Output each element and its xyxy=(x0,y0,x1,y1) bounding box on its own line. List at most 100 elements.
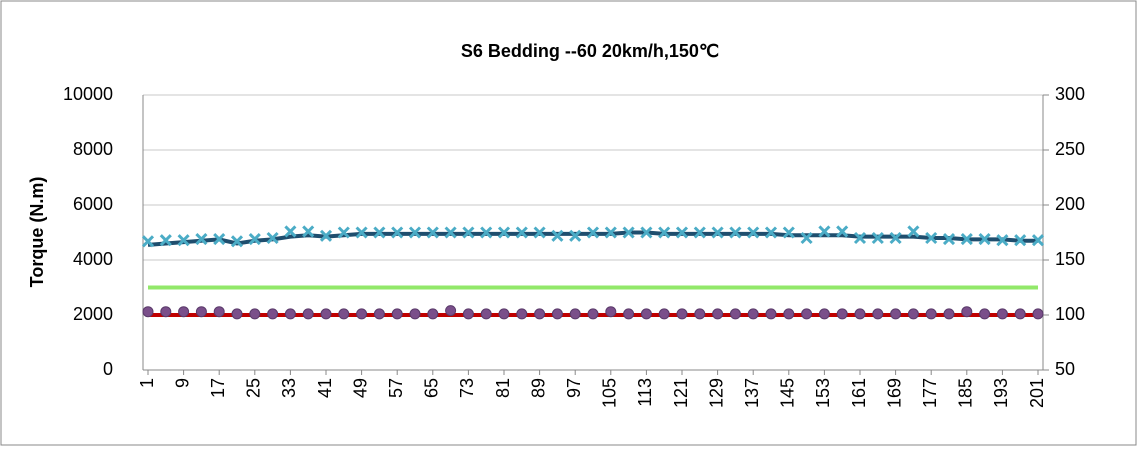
x-tick-label: 97 xyxy=(564,378,584,398)
x-marker xyxy=(711,226,724,239)
x-marker xyxy=(622,226,635,239)
circle-marker xyxy=(231,308,243,320)
circle-marker xyxy=(996,308,1008,320)
x-marker xyxy=(800,231,813,245)
circle-marker xyxy=(516,308,528,320)
x-marker xyxy=(925,231,938,245)
x-marker xyxy=(213,233,226,246)
circle-marker xyxy=(267,308,279,320)
circle-marker xyxy=(694,308,706,320)
circle-marker xyxy=(160,306,172,318)
circle-marker xyxy=(818,308,830,320)
x-marker xyxy=(462,226,475,239)
x-marker xyxy=(408,226,422,239)
circle-marker xyxy=(284,308,296,320)
x-marker xyxy=(604,226,617,239)
circle-marker xyxy=(551,308,563,320)
x-tick-label: 1 xyxy=(137,378,157,388)
circle-marker xyxy=(569,308,581,320)
x-marker xyxy=(444,226,457,239)
y-tick-label: 0 xyxy=(103,359,113,379)
x-marker xyxy=(230,235,244,248)
x-tick-label: 113 xyxy=(635,378,655,407)
circle-marker xyxy=(195,306,207,318)
circle-marker xyxy=(534,308,546,320)
x-marker xyxy=(960,233,973,246)
circle-marker xyxy=(872,308,884,320)
circle-marker xyxy=(462,308,474,320)
circle-marker xyxy=(676,308,688,320)
x-tick-label: 201 xyxy=(1027,378,1047,408)
circle-marker xyxy=(1014,308,1026,320)
circle-marker xyxy=(213,306,225,318)
circle-marker xyxy=(427,308,439,320)
x-tick-label: 9 xyxy=(172,378,192,388)
x-marker xyxy=(426,226,439,239)
chart-title: S6 Bedding --60 20km/h,150℃ xyxy=(461,41,719,61)
x-tick-label: 105 xyxy=(600,378,620,408)
circle-marker xyxy=(907,308,919,320)
circle-marker xyxy=(302,308,314,320)
x-marker xyxy=(693,226,706,239)
x-tick-label: 153 xyxy=(813,378,833,408)
circle-marker xyxy=(373,308,385,320)
x-tick-label: 137 xyxy=(742,378,762,408)
circle-marker xyxy=(765,308,777,320)
circle-marker xyxy=(712,308,724,320)
y-tick-label: 6000 xyxy=(73,194,113,214)
x-marker xyxy=(818,225,831,238)
circle-marker xyxy=(409,308,421,320)
x-marker xyxy=(248,233,261,246)
x-tick-label: 25 xyxy=(244,378,264,398)
x-marker xyxy=(729,226,742,239)
x-marker xyxy=(391,226,404,239)
x-marker xyxy=(871,231,884,245)
circle-marker xyxy=(1032,308,1044,320)
x-marker xyxy=(284,225,297,238)
circle-marker xyxy=(658,308,670,320)
x-tick-label: 121 xyxy=(671,378,691,408)
x-marker xyxy=(782,226,795,239)
x-tick-label: 33 xyxy=(279,378,299,398)
x-marker xyxy=(302,225,315,238)
circle-marker xyxy=(480,308,492,320)
y-tick-label: 10000 xyxy=(63,84,113,104)
x-marker xyxy=(515,226,528,239)
x-tick-label: 185 xyxy=(956,378,976,408)
circle-marker xyxy=(801,308,813,320)
y-tick-label: 4000 xyxy=(73,249,113,269)
x-marker xyxy=(195,233,208,246)
x-marker xyxy=(586,226,600,239)
y2-tick-label: 100 xyxy=(1055,304,1085,324)
x-marker xyxy=(551,229,564,242)
circle-marker xyxy=(961,306,973,318)
x-marker xyxy=(658,226,671,239)
x-marker xyxy=(747,226,760,239)
x-marker xyxy=(640,226,653,239)
x-marker xyxy=(355,226,368,239)
y-axis-label: Torque (N.m) xyxy=(27,177,47,288)
x-tick-label: 17 xyxy=(208,378,228,398)
x-marker xyxy=(373,226,386,239)
x-tick-label: 145 xyxy=(778,378,798,408)
circle-marker xyxy=(925,308,937,320)
circle-marker xyxy=(943,308,955,320)
y2-tick-label: 250 xyxy=(1055,139,1085,159)
x-marker xyxy=(836,225,849,238)
x-marker xyxy=(764,226,778,239)
x-tick-label: 81 xyxy=(493,378,513,398)
x-marker xyxy=(1014,234,1027,247)
x-tick-label: 89 xyxy=(528,378,548,398)
x-marker xyxy=(337,226,350,239)
x-marker xyxy=(853,231,867,245)
x-marker xyxy=(266,231,279,245)
circle-marker xyxy=(498,308,510,320)
x-tick-label: 161 xyxy=(849,378,869,408)
x-marker xyxy=(533,226,546,239)
y-tick-label: 8000 xyxy=(73,139,113,159)
x-marker xyxy=(569,229,582,242)
x-marker xyxy=(978,233,991,246)
x-tick-label: 129 xyxy=(706,378,726,408)
